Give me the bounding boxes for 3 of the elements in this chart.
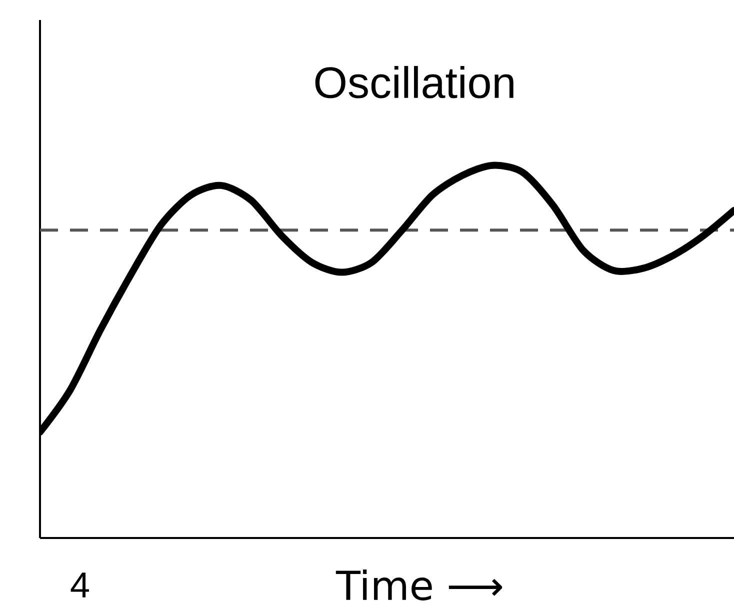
chart-title: Oscillation bbox=[315, 66, 514, 98]
x-axis-title: Time ⟶ bbox=[336, 570, 502, 600]
text: 4 bbox=[70, 572, 89, 598]
